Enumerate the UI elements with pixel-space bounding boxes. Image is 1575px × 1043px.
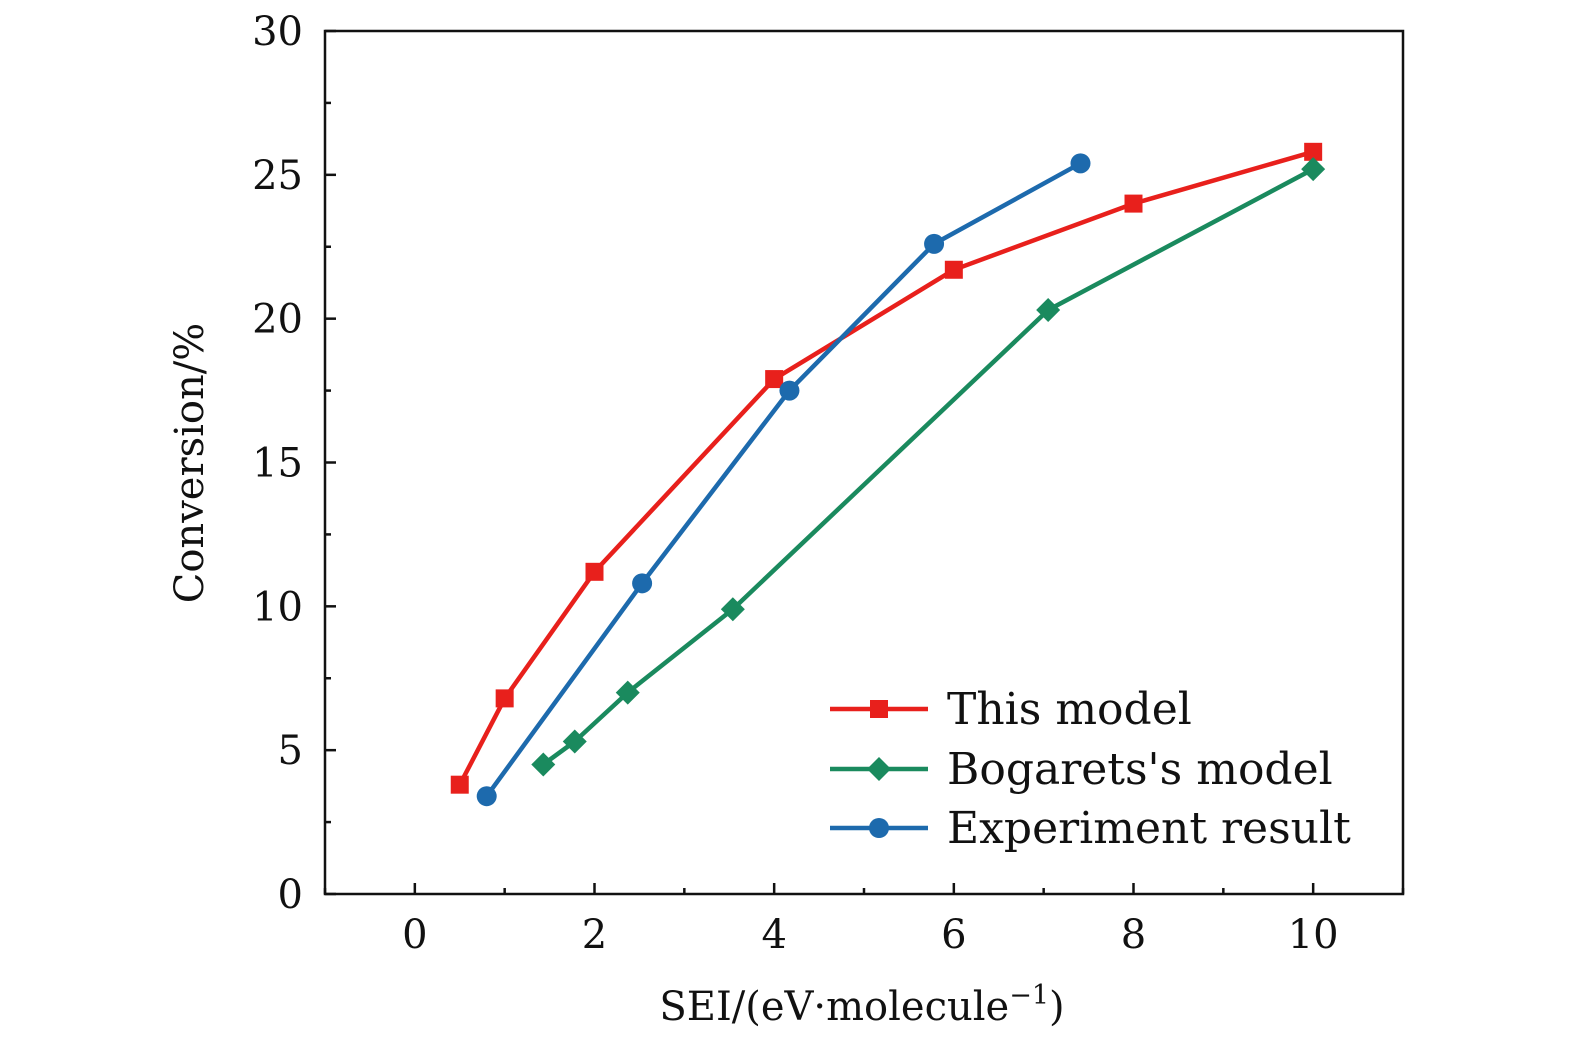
data-point-experiment-result xyxy=(476,786,497,807)
x-tick-label: 0 xyxy=(402,912,427,958)
data-point-experiment-result xyxy=(1070,153,1091,174)
y-axis: 0 5 10 15 20 25 30 xyxy=(252,9,336,918)
y-tick-label: 10 xyxy=(252,584,303,630)
series-experiment-result xyxy=(476,153,1091,807)
data-point-bogarets-s-model xyxy=(720,597,745,622)
data-point-this-model xyxy=(765,370,784,389)
data-point-experiment-result xyxy=(779,380,800,401)
series-this-model xyxy=(450,142,1323,794)
legend-label-this-model: This model xyxy=(947,684,1192,735)
y-tick-label: 30 xyxy=(252,9,303,55)
y-tick-label: 5 xyxy=(278,728,303,774)
data-point-bogarets-s-model xyxy=(1036,298,1061,323)
legend-marker-this-model xyxy=(870,700,888,718)
data-point-experiment-result xyxy=(632,573,653,594)
legend-marker-bogarets-s-model xyxy=(867,757,891,781)
y-tick-label: 0 xyxy=(278,872,303,918)
data-point-this-model xyxy=(1304,142,1323,161)
x-tick-label: 6 xyxy=(941,912,966,958)
series-bogarets-s-model xyxy=(531,157,1326,777)
x-axis-label-main: SEI/(eV·molecule xyxy=(659,984,1009,1030)
x-tick-label: 4 xyxy=(761,912,786,958)
legend-marker-experiment-result xyxy=(869,818,889,838)
x-axis-label-close: ) xyxy=(1049,984,1065,1030)
x-tick-label: 8 xyxy=(1121,912,1146,958)
legend-item-bogarets-s-model: Bogarets's model xyxy=(830,744,1333,795)
data-point-bogarets-s-model xyxy=(615,680,640,705)
x-tick-label: 10 xyxy=(1288,912,1339,958)
x-tick-label: 2 xyxy=(582,912,607,958)
data-point-bogarets-s-model xyxy=(1301,157,1326,182)
data-point-this-model xyxy=(450,775,469,794)
y-tick-label: 25 xyxy=(252,153,303,199)
legend-label-experiment-result: Experiment result xyxy=(947,803,1351,854)
legend: This model Bogarets's model Experiment res… xyxy=(830,684,1351,854)
data-point-this-model xyxy=(585,562,604,581)
data-point-this-model xyxy=(495,689,514,708)
data-point-bogarets-s-model xyxy=(562,729,587,754)
data-point-bogarets-s-model xyxy=(531,752,556,777)
y-tick-label: 15 xyxy=(252,441,303,487)
legend-item-experiment-result: Experiment result xyxy=(830,803,1351,854)
data-point-experiment-result xyxy=(924,233,945,254)
x-axis-label: SEI/(eV·molecule−1) xyxy=(659,980,1064,1030)
legend-item-this-model: This model xyxy=(830,684,1192,735)
x-axis-label-superscript: −1 xyxy=(1009,980,1049,1011)
series-layer xyxy=(450,142,1326,807)
x-axis: 0 2 4 6 8 10 xyxy=(323,883,1405,958)
y-axis-label: Conversion/% xyxy=(167,323,213,604)
y-tick-label: 20 xyxy=(252,297,303,343)
legend-label-bogarets-s-model: Bogarets's model xyxy=(947,744,1333,795)
series-line-bogarets-s-model xyxy=(541,167,1315,767)
data-point-this-model xyxy=(944,260,963,279)
data-point-this-model xyxy=(1124,194,1143,213)
